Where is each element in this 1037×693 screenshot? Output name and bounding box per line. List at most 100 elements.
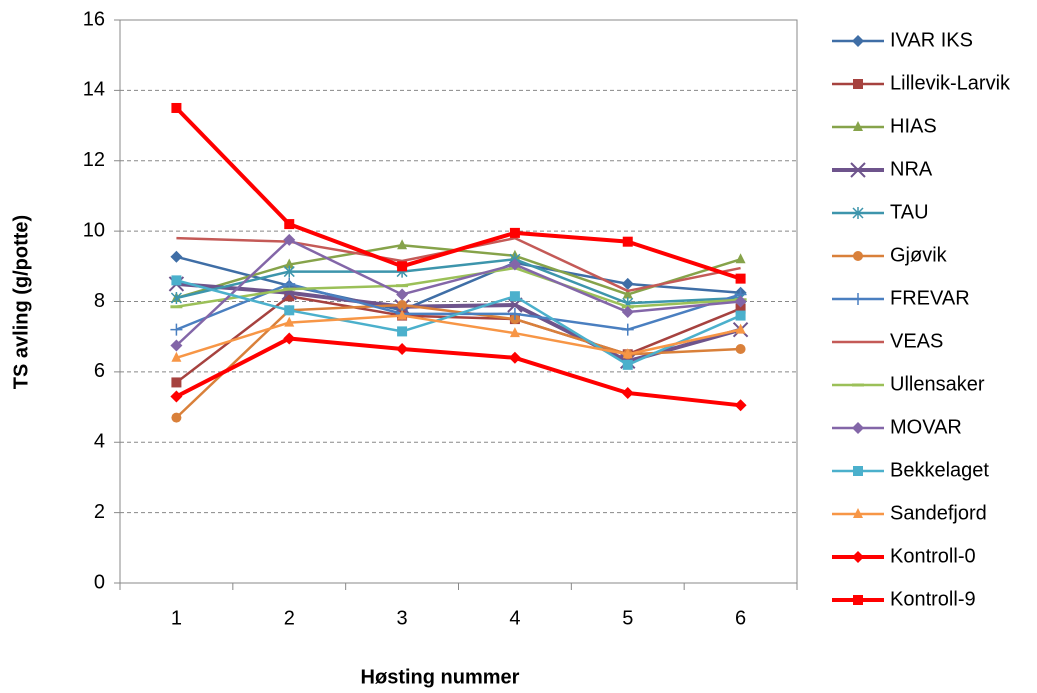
marker bbox=[284, 291, 295, 302]
x-tick-label: 6 bbox=[735, 607, 746, 629]
marker bbox=[509, 291, 520, 302]
marker bbox=[850, 162, 866, 178]
legend-label: Kontroll-9 bbox=[890, 588, 976, 610]
marker bbox=[735, 253, 746, 264]
series-line bbox=[175, 294, 742, 384]
marker bbox=[852, 207, 864, 219]
series-line bbox=[176, 279, 742, 367]
marker bbox=[509, 327, 520, 338]
marker bbox=[397, 300, 408, 311]
marker bbox=[171, 351, 182, 362]
series-line bbox=[175, 238, 741, 347]
marker bbox=[171, 412, 182, 423]
marker bbox=[852, 551, 864, 563]
legend-label: Ullensaker bbox=[890, 373, 985, 395]
marker bbox=[396, 288, 409, 301]
y-tick-label: 14 bbox=[83, 79, 105, 101]
y-tick-label: 4 bbox=[94, 431, 105, 453]
marker bbox=[170, 390, 183, 403]
marker bbox=[284, 316, 295, 327]
series-line bbox=[176, 314, 741, 359]
marker bbox=[170, 323, 183, 336]
marker bbox=[622, 236, 633, 247]
y-tick-label: 6 bbox=[94, 360, 105, 382]
x-tick-label: 4 bbox=[509, 607, 520, 629]
marker bbox=[170, 291, 182, 304]
legend-label: HIAS bbox=[890, 115, 937, 137]
marker bbox=[509, 227, 520, 238]
series-line bbox=[175, 336, 741, 408]
marker bbox=[284, 305, 295, 316]
legend-label: Gjøvik bbox=[890, 244, 948, 266]
legend-label: Kontroll-0 bbox=[890, 545, 976, 567]
marker bbox=[284, 258, 295, 269]
x-tick-label: 5 bbox=[622, 607, 633, 629]
x-tick-label: 3 bbox=[397, 607, 408, 629]
legend-label: IVAR IKS bbox=[890, 29, 973, 51]
legend-label: Bekkelaget bbox=[890, 459, 989, 481]
legend-label: Sandefjord bbox=[890, 502, 987, 524]
marker bbox=[397, 239, 408, 250]
marker bbox=[852, 35, 864, 47]
marker bbox=[622, 359, 633, 370]
marker bbox=[397, 309, 408, 320]
marker bbox=[735, 344, 746, 355]
series-line bbox=[176, 258, 741, 305]
marker bbox=[621, 386, 634, 399]
marker bbox=[171, 377, 182, 388]
marker bbox=[852, 293, 864, 305]
legend-label: FREVAR bbox=[890, 287, 970, 309]
marker bbox=[283, 332, 296, 345]
marker bbox=[622, 348, 633, 359]
marker bbox=[621, 277, 634, 290]
series-line bbox=[176, 255, 741, 312]
series-line bbox=[176, 266, 741, 309]
y-tick-label: 10 bbox=[83, 219, 105, 241]
marker bbox=[508, 258, 521, 271]
marker bbox=[283, 265, 295, 278]
marker bbox=[853, 121, 863, 131]
marker bbox=[853, 466, 863, 476]
marker bbox=[735, 310, 746, 321]
marker bbox=[170, 250, 183, 263]
marker bbox=[853, 595, 863, 605]
marker bbox=[734, 295, 747, 308]
y-tick-label: 8 bbox=[94, 290, 105, 312]
marker bbox=[283, 233, 296, 246]
x-tick-label: 1 bbox=[171, 607, 182, 629]
series-line bbox=[174, 106, 742, 281]
marker bbox=[284, 219, 295, 230]
legend-label: Lillevik-Larvik bbox=[890, 72, 1011, 94]
x-tick-label: 2 bbox=[284, 607, 295, 629]
marker bbox=[735, 303, 746, 314]
marker bbox=[396, 343, 409, 356]
legend-label: TAU bbox=[890, 201, 929, 223]
marker bbox=[397, 326, 408, 337]
marker bbox=[853, 79, 863, 89]
marker bbox=[397, 261, 408, 272]
marker bbox=[621, 306, 634, 319]
legend-label: VEAS bbox=[890, 330, 943, 352]
marker bbox=[621, 323, 634, 336]
marker bbox=[852, 422, 864, 434]
marker bbox=[171, 102, 182, 113]
marker bbox=[171, 275, 182, 286]
marker bbox=[508, 351, 521, 364]
y-axis-label: TS avling (g/potte) bbox=[10, 215, 32, 389]
legend-label: NRA bbox=[890, 158, 933, 180]
marker bbox=[508, 307, 521, 320]
y-tick-label: 2 bbox=[94, 501, 105, 523]
y-tick-label: 12 bbox=[83, 149, 105, 171]
x-axis-label: Høsting nummer bbox=[361, 666, 520, 688]
y-tick-label: 0 bbox=[94, 571, 105, 593]
marker bbox=[170, 339, 183, 352]
marker bbox=[853, 508, 863, 518]
marker bbox=[735, 273, 746, 284]
y-tick-label: 16 bbox=[83, 8, 105, 30]
marker bbox=[622, 288, 633, 299]
marker bbox=[734, 399, 747, 412]
marker bbox=[735, 323, 746, 334]
marker bbox=[853, 251, 863, 261]
legend-label: MOVAR bbox=[890, 416, 962, 438]
